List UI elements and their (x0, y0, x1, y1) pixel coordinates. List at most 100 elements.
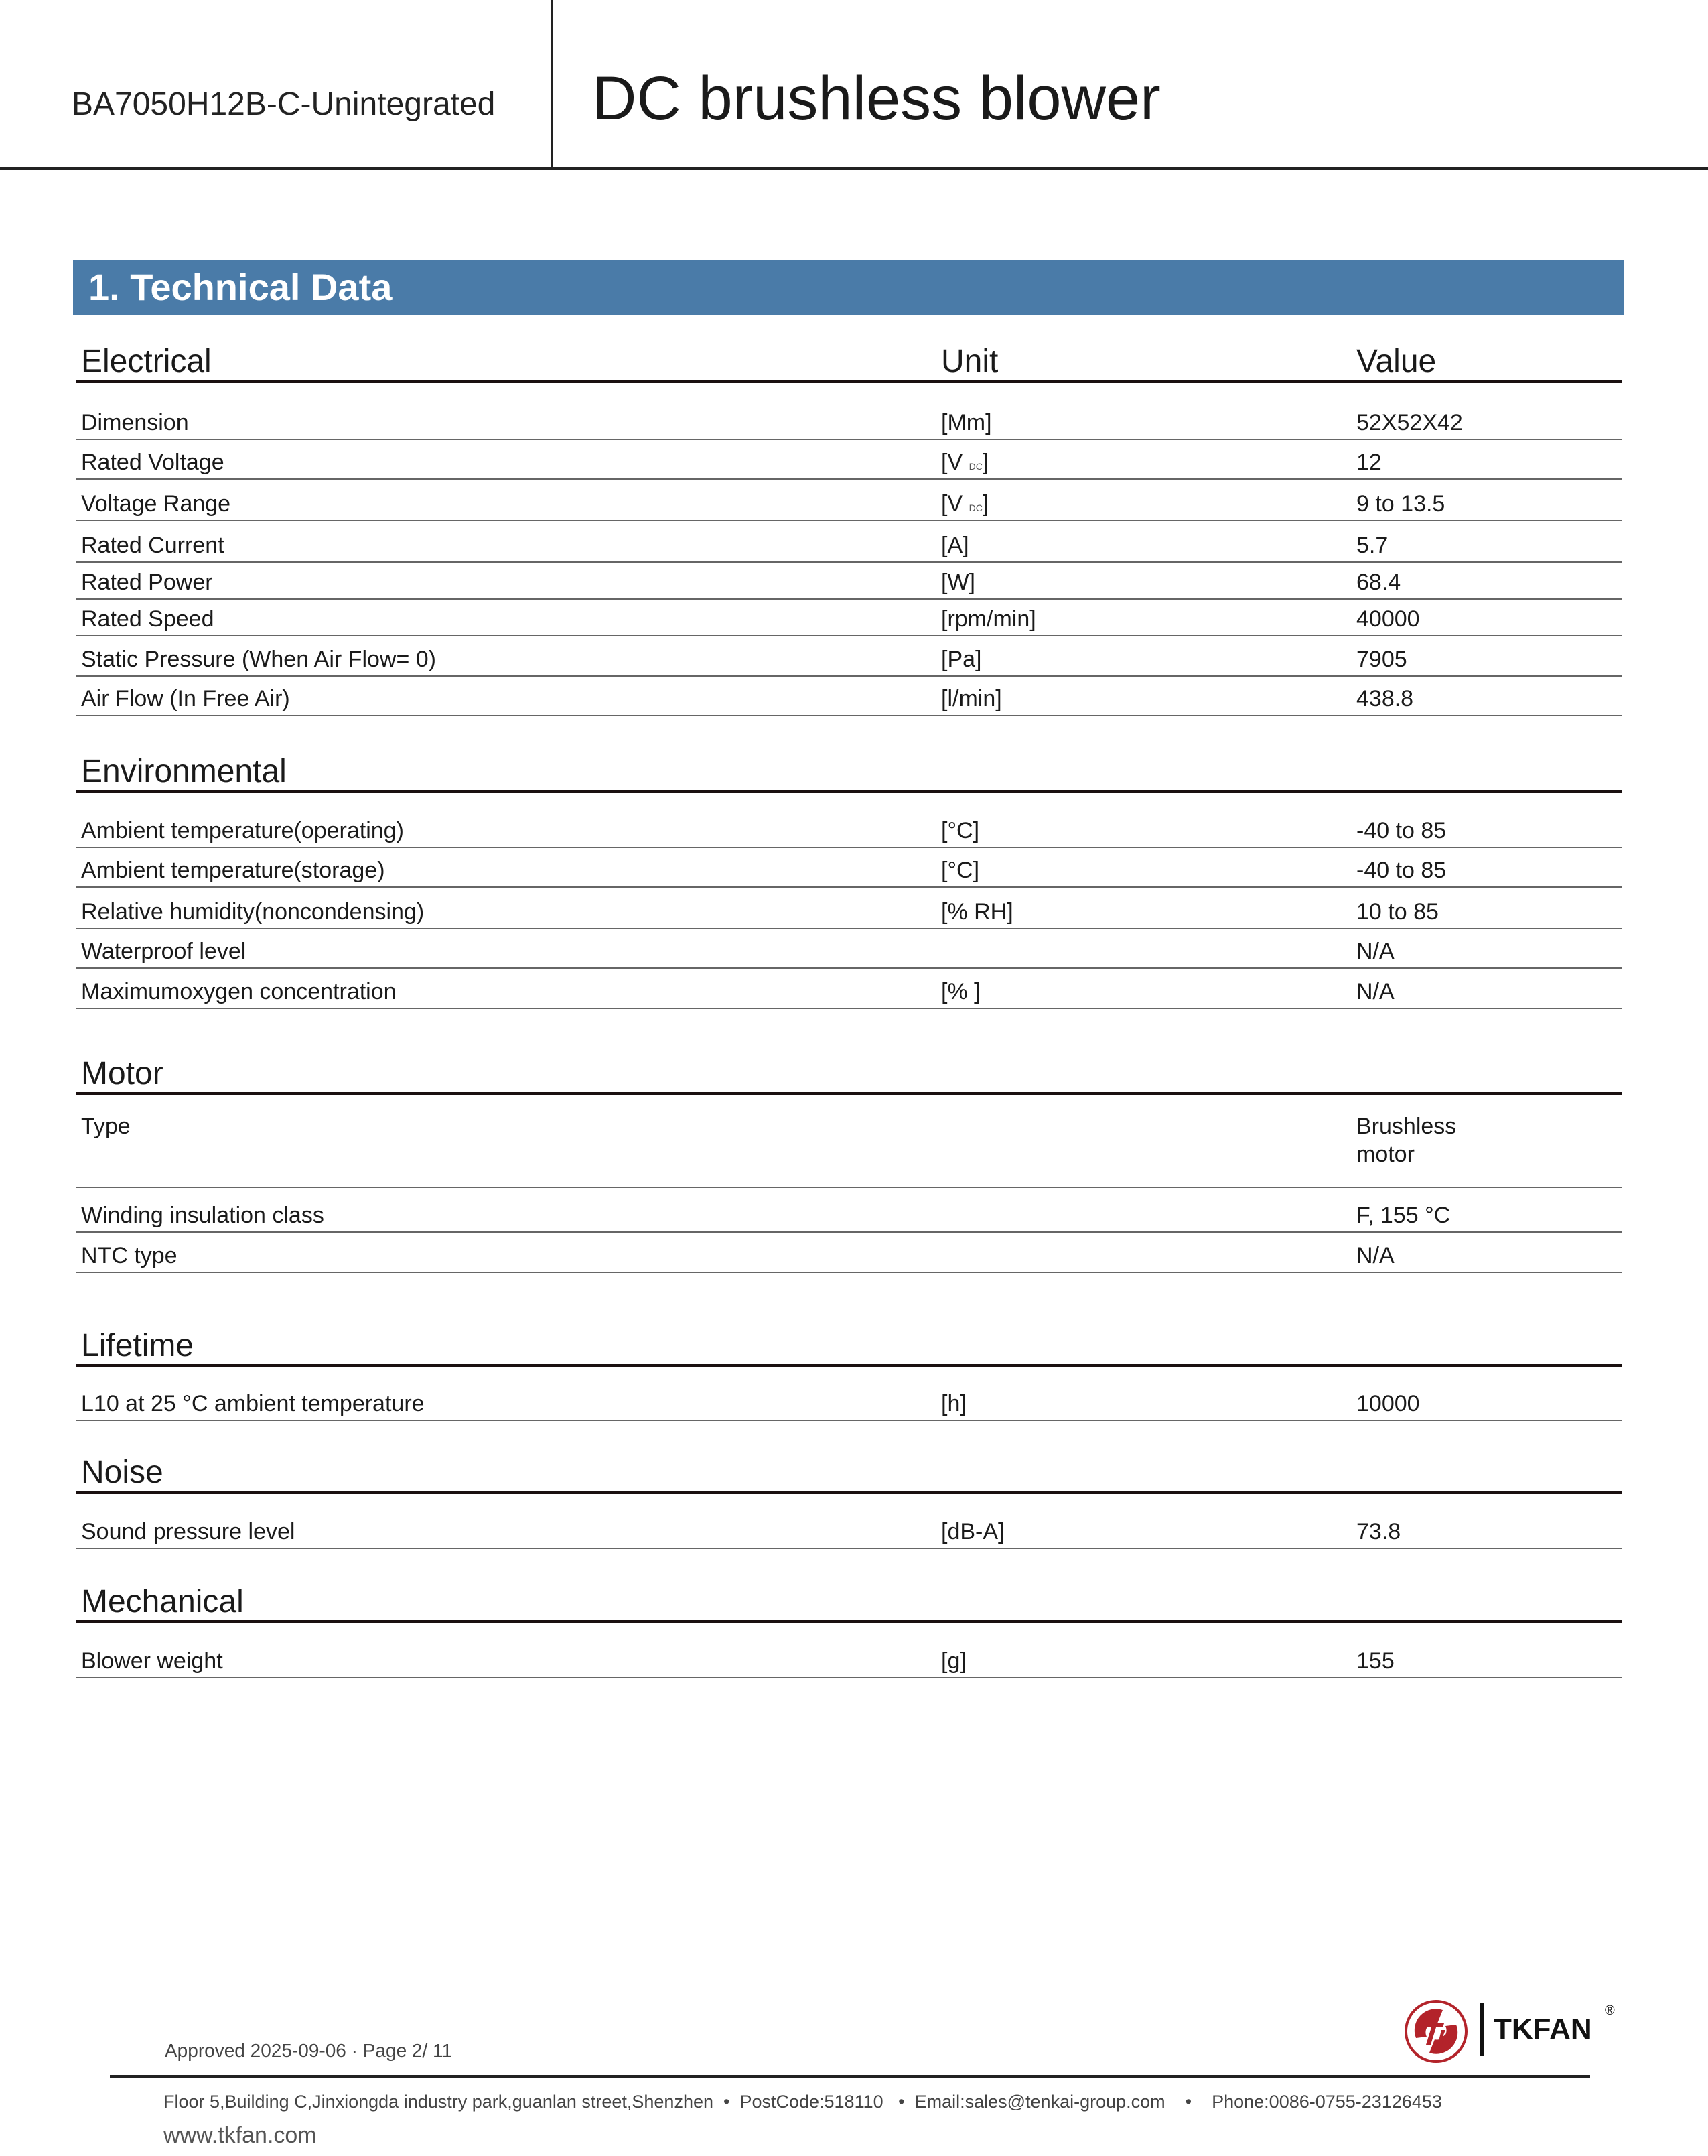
table-row: Rated Current [A] 5.7 (76, 521, 1622, 563)
unit-text: [l/min] (941, 686, 1002, 712)
row-unit: [% RH] (941, 899, 1013, 925)
row-label: Relative humidity(noncondensing) (81, 899, 425, 925)
website-link[interactable]: www.tkfan.com (163, 2123, 317, 2148)
row-unit: [°C] (941, 818, 979, 844)
row-unit: [% ] (941, 979, 981, 1005)
unit-text: [dB-A] (941, 1519, 1005, 1544)
row-label: NTC type (81, 1243, 177, 1268)
row-label: Sound pressure level (81, 1519, 295, 1544)
row-label: Dimension (81, 410, 189, 435)
section-bar-title: 1. Technical Data (88, 266, 393, 308)
row-unit: [Pa] (941, 647, 981, 673)
section-title: Lifetime (81, 1328, 194, 1363)
section-header-electrical: Electrical Unit Value (76, 336, 1622, 383)
unit-text: [h] (941, 1391, 967, 1416)
row-value: N/A (1356, 979, 1395, 1004)
row-value: N/A (1356, 1243, 1395, 1268)
row-label: Ambient temperature(storage) (81, 858, 385, 883)
row-value: 10 to 85 (1356, 899, 1439, 925)
row-value: F, 155 °C (1356, 1203, 1451, 1228)
unit-text: [A] (941, 533, 969, 558)
row-value: 12 (1356, 450, 1382, 475)
row-label: L10 at 25 °C ambient temperature (81, 1391, 425, 1416)
unit-text: [Pa] (941, 647, 982, 672)
table-row: Maximumoxygen concentration [% ] N/A (76, 969, 1622, 1009)
section-title: Environmental (81, 754, 287, 789)
row-label: Type (81, 1114, 131, 1139)
section-header-lifetime: Lifetime (76, 1321, 1622, 1367)
unit-subscript: DC (969, 502, 983, 513)
row-unit: [l/min] (941, 686, 1002, 712)
table-row: L10 at 25 °C ambient temperature [h] 10000 (76, 1371, 1622, 1421)
footer-rule (110, 2075, 1590, 2078)
section-header-motor: Motor (76, 1049, 1622, 1095)
unit-column-header: Unit (941, 344, 999, 379)
row-value: 155 (1356, 1648, 1395, 1674)
section-header-mechanical: Mechanical (76, 1576, 1622, 1623)
row-value: 5.7 (1356, 533, 1389, 558)
unit-text: [g] (941, 1648, 967, 1674)
row-label: Maximumoxygen concentration (81, 979, 397, 1004)
row-value: -40 to 85 (1356, 858, 1447, 883)
table-row: Dimension [Mm] 52X52X42 (76, 387, 1622, 440)
model-number: BA7050H12B-C-Unintegrated (72, 86, 496, 122)
section-title: Electrical (81, 344, 212, 379)
table-row: NTC type N/A (76, 1233, 1622, 1273)
row-value: 73.8 (1356, 1519, 1401, 1544)
table-row: Relative humidity(noncondensing) [% RH] 10… (76, 888, 1622, 929)
table-row: Rated Speed [rpm/min] 40000 (76, 600, 1622, 636)
table-row: Static Pressure (When Air Flow= 0) [Pa] 79… (76, 636, 1622, 677)
section-header-environmental: Environmental (76, 746, 1622, 793)
row-value: 7905 (1356, 647, 1407, 672)
unit-text: [W] (941, 569, 975, 595)
unit-text: [Mm] (941, 410, 992, 435)
unit-close: ] (982, 450, 989, 475)
header-divider (551, 0, 553, 169)
section-title: Noise (81, 1455, 163, 1490)
row-label: Rated Voltage (81, 450, 224, 475)
document-title: DC brushless blower (592, 64, 1161, 133)
row-label: Air Flow (In Free Air) (81, 686, 290, 712)
row-unit: [g] (941, 1648, 967, 1674)
table-row: Blower weight [g] 155 (76, 1627, 1622, 1678)
row-value: 40000 (1356, 606, 1420, 632)
row-value: 68.4 (1356, 569, 1401, 595)
row-value: -40 to 85 (1356, 818, 1447, 844)
section-title: Mechanical (81, 1584, 244, 1619)
row-value: 52X52X42 (1356, 410, 1463, 435)
table-row: Voltage Range [V DC] 9 to 13.5 (76, 480, 1622, 521)
row-value: 10000 (1356, 1391, 1420, 1416)
table-row: Type Brushless motor (76, 1099, 1622, 1188)
table-row: Ambient temperature(operating) [°C] -40 to… (76, 797, 1622, 848)
tkfan-logo-icon (1405, 2000, 1468, 2063)
unit-text: [V (941, 450, 963, 475)
table-row: Winding insulation class F, 155 °C (76, 1188, 1622, 1233)
unit-close: ] (982, 491, 989, 517)
table-row: Ambient temperature(storage) [°C] -40 to 8… (76, 848, 1622, 888)
unit-text: [% RH] (941, 899, 1013, 925)
row-unit: [A] (941, 533, 969, 559)
unit-text: [% ] (941, 979, 981, 1004)
section-title: Motor (81, 1056, 163, 1091)
table-row: Air Flow (In Free Air) [l/min] 438.8 (76, 677, 1622, 716)
table-row: Rated Power [W] 68.4 (76, 563, 1622, 600)
row-unit: [Mm] (941, 410, 992, 436)
row-label: Waterproof level (81, 939, 246, 964)
row-label: Winding insulation class (81, 1203, 324, 1228)
row-label: Rated Power (81, 569, 213, 595)
approval-page-info: Approved 2025-09-06 · Page 2/ 11 (165, 2040, 453, 2061)
row-label: Blower weight (81, 1648, 223, 1674)
row-label: Ambient temperature(operating) (81, 818, 404, 844)
unit-subscript: DC (969, 461, 983, 472)
row-value: N/A (1356, 939, 1395, 964)
brand-name: TKFAN (1494, 2013, 1592, 2045)
row-unit: [V DC] (941, 491, 989, 517)
table-row: Waterproof level N/A (76, 929, 1622, 969)
header-rule (0, 167, 1708, 170)
unit-text: [rpm/min] (941, 606, 1036, 632)
unit-text: [V (941, 491, 963, 517)
section-header-noise: Noise (76, 1447, 1622, 1494)
row-label: Static Pressure (When Air Flow= 0) (81, 647, 437, 672)
table-row: Sound pressure level [dB-A] 73.8 (76, 1497, 1622, 1549)
registered-mark: ® (1605, 2003, 1615, 2018)
